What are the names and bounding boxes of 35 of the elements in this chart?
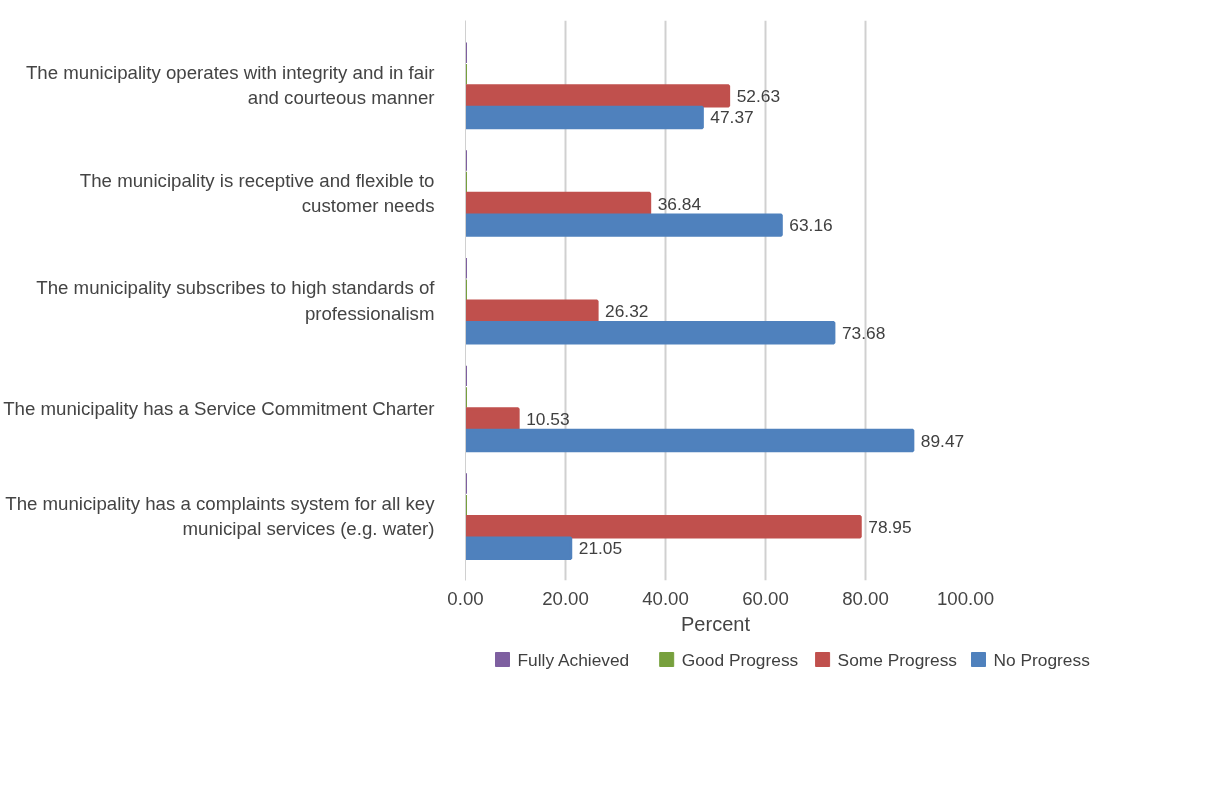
y-tick-label: The municipality is receptive and flexible to customer needs [79, 169, 435, 216]
data-label: 21.05 [578, 538, 623, 559]
legend-label: Fully Achieved [517, 649, 630, 670]
x-tick-label: 20.00 [542, 587, 589, 609]
y-tick-label: The municipality operates with integrity and in fair and courteous manner [25, 62, 435, 109]
data-label: 47.37 [710, 107, 754, 128]
bar [465, 105, 704, 130]
bar [465, 407, 520, 431]
x-axis-title: Percent [681, 612, 751, 635]
y-tick-label: The municipality subscribes to high standards of professionalism [36, 277, 436, 324]
bar [465, 299, 599, 323]
data-label: 89.47 [920, 430, 965, 451]
data-label: 78.95 [868, 516, 912, 537]
data-label: 63.16 [789, 215, 833, 236]
data-label: 26.32 [605, 301, 649, 322]
legend-label: Good Progress [681, 649, 799, 670]
x-tick-label: 40.00 [642, 587, 689, 609]
x-tick-label: 0.00 [447, 587, 484, 609]
bar [465, 213, 783, 237]
data-label: 10.53 [526, 408, 570, 429]
legend-label: No Progress [993, 649, 1091, 670]
legend-label: Some Progress [837, 649, 958, 670]
data-label: 36.84 [657, 193, 702, 214]
data-label: 73.68 [841, 322, 886, 343]
y-tick-label: The municipality has a complaints system for all key municipal services (e.g. water) [5, 492, 436, 539]
x-tick-label: 100.00 [936, 587, 995, 609]
bar [465, 536, 573, 560]
bar [465, 84, 731, 108]
x-tick-label: 60.00 [742, 587, 789, 609]
bar [465, 428, 915, 453]
bar [465, 321, 836, 345]
data-label: 52.63 [736, 85, 781, 106]
x-tick-label: 80.00 [842, 587, 889, 609]
bar [465, 514, 862, 539]
y-tick-label: The municipality has a Service Commitment Charter [3, 397, 435, 419]
